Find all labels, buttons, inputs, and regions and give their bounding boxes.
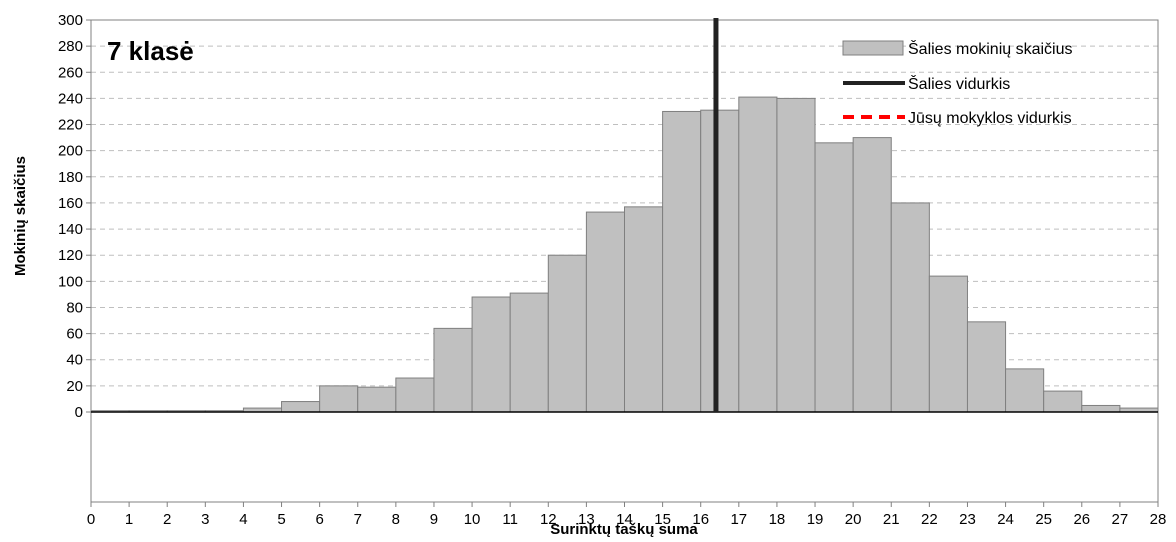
- histogram-bar: [1043, 390, 1083, 413]
- chart-title: 7 klasė: [107, 36, 194, 66]
- x-tick-label: 12: [540, 511, 557, 528]
- histogram-bar: [928, 275, 968, 413]
- y-tick-label: 180: [58, 169, 83, 186]
- legend-label: Jūsų mokyklos vidurkis: [908, 110, 1072, 127]
- histogram-bar: [433, 327, 473, 413]
- y-tick-label: 140: [58, 221, 83, 238]
- x-tick-label: 22: [921, 511, 938, 528]
- histogram-bar: [585, 211, 626, 413]
- y-tick-label: 300: [58, 12, 83, 29]
- x-tick-label: 1: [125, 511, 133, 528]
- legend-swatch-bars: [842, 40, 904, 56]
- legend-label: Šalies mokinių skaičius: [908, 39, 1073, 58]
- x-tick-label: 16: [692, 511, 709, 528]
- histogram-bar: [624, 206, 664, 413]
- x-tick-label: 7: [354, 511, 362, 528]
- x-tick-label: 17: [730, 511, 747, 528]
- x-tick-label: 20: [845, 511, 862, 528]
- y-tick-label: 240: [58, 90, 83, 107]
- histogram-bar: [281, 401, 321, 413]
- histogram-bar: [1081, 404, 1121, 413]
- y-tick-label: 0: [75, 404, 83, 421]
- x-tick-label: 28: [1150, 511, 1167, 528]
- y-axis-title: Mokinių skaičius: [12, 156, 29, 276]
- legend: Šalies mokinių skaičius Šalies vidurkis Jū…: [842, 39, 1073, 127]
- histogram-bar: [1005, 368, 1045, 413]
- y-tick-label: 40: [66, 352, 83, 369]
- histogram-bar: [319, 385, 359, 413]
- x-tick-label: 6: [315, 511, 323, 528]
- x-tick-label: 0: [87, 511, 95, 528]
- x-tick-label: 5: [277, 511, 285, 528]
- x-tick-label: 21: [883, 511, 900, 528]
- histogram-bar: [776, 97, 816, 413]
- y-tick-label: 220: [58, 117, 83, 134]
- x-tick-label: 11: [502, 511, 518, 528]
- x-tick-label: 4: [239, 511, 247, 528]
- y-tick-label: 260: [58, 64, 83, 81]
- x-tick-label: 8: [392, 511, 400, 528]
- x-tick-label: 14: [616, 511, 633, 528]
- x-tick-label: 19: [807, 511, 824, 528]
- y-tick-label: 160: [58, 195, 83, 212]
- histogram-bar: [395, 377, 435, 413]
- histogram-bar: [700, 109, 740, 413]
- x-tick-label: 9: [430, 511, 438, 528]
- histogram-bars: [90, 96, 1159, 413]
- histogram-bar: [662, 110, 702, 413]
- y-tick-label: 20: [66, 378, 83, 395]
- x-tick-label: 10: [464, 511, 481, 528]
- axes: [86, 19, 1159, 507]
- x-tick-label: 3: [201, 511, 209, 528]
- y-tick-label: 60: [66, 326, 83, 343]
- histogram-bar: [547, 254, 587, 413]
- x-tick-label: 2: [163, 511, 171, 528]
- histogram-bar: [852, 137, 892, 413]
- histogram-bar: [814, 142, 854, 413]
- x-tick-labels: 0 1 2 3 4 5 6 7 8 9 10 11 12 13 14 15 16 17 18 19 20 21 22 23 24…: [87, 511, 1167, 528]
- y-tick-label: 80: [66, 299, 83, 316]
- legend-label: Šalies vidurkis: [908, 74, 1010, 93]
- y-tick-labels: 0 20 40 60 80 100 120 140 160 180 200 220 240 260 280 3…: [58, 12, 83, 421]
- y-tick-label: 120: [58, 247, 83, 264]
- x-tick-label: 27: [1112, 511, 1129, 528]
- x-tick-label: 23: [959, 511, 976, 528]
- x-tick-label: 25: [1035, 511, 1052, 528]
- y-tick-label: 200: [58, 143, 83, 160]
- histogram-bar: [471, 296, 511, 413]
- y-tick-label: 100: [58, 273, 83, 290]
- y-tick-label: 280: [58, 38, 83, 55]
- x-tick-label: 18: [769, 511, 786, 528]
- histogram-bar: [966, 321, 1007, 413]
- x-tick-label: 13: [578, 511, 595, 528]
- histogram-bar: [357, 386, 397, 413]
- histogram-bar: [509, 292, 549, 413]
- histogram-bar: [738, 96, 778, 413]
- x-axis-title: Surinktų taškų suma: [550, 521, 698, 538]
- x-tick-label: 26: [1073, 511, 1090, 528]
- x-tick-label: 15: [654, 511, 671, 528]
- x-tick-label: 24: [997, 511, 1014, 528]
- histogram-bar: [890, 202, 930, 413]
